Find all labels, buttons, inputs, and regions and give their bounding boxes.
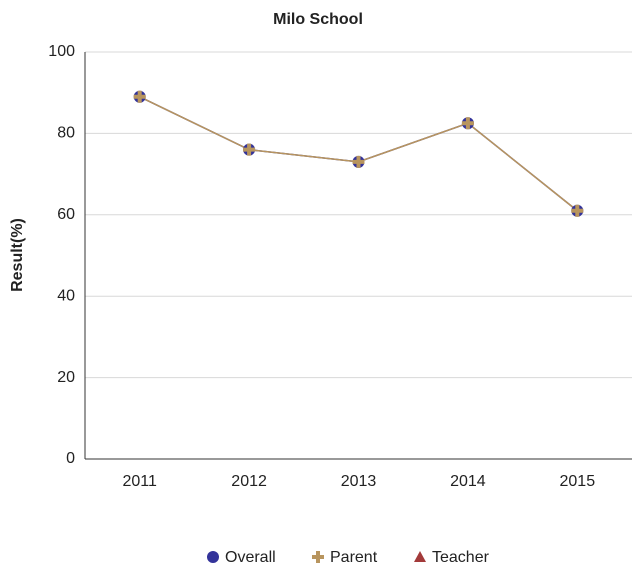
point [571, 204, 584, 217]
x-tick-label: 2015 [560, 473, 596, 490]
series-line [139, 96, 578, 212]
point [243, 143, 256, 156]
legend-marker [207, 551, 219, 563]
chart-title: Milo School [273, 11, 363, 28]
x-tick-label: 2014 [450, 473, 486, 490]
y-tick-label: 60 [57, 206, 75, 223]
legend-label[interactable]: Parent [330, 549, 378, 566]
y-tick-label: 0 [66, 450, 75, 467]
x-tick-label: 2013 [341, 473, 377, 490]
x-tick-label: 2011 [122, 473, 157, 490]
legend-label[interactable]: Overall [225, 549, 276, 566]
y-tick-label: 80 [57, 125, 75, 142]
x-tick-label: 2012 [231, 473, 267, 490]
y-tick-label: 40 [57, 287, 75, 304]
point [133, 90, 146, 103]
series-line [139, 96, 578, 212]
legend-marker [312, 551, 324, 563]
y-tick-label: 20 [57, 369, 75, 386]
legend-label[interactable]: Teacher [432, 549, 490, 566]
y-tick-label: 100 [48, 43, 75, 60]
legend-marker [414, 551, 426, 562]
point [352, 155, 365, 168]
y-axis-label: Result(%) [9, 218, 26, 292]
point [461, 117, 474, 130]
